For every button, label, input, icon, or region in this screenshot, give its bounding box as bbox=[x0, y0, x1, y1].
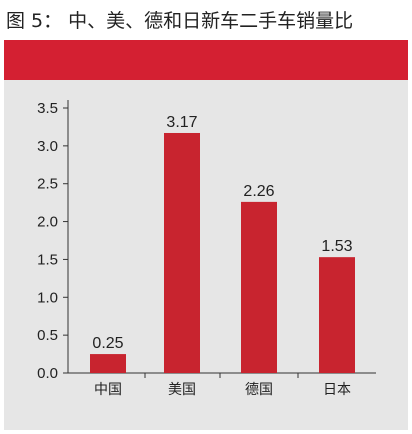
bar-4 bbox=[319, 257, 355, 373]
category-label: 中国 bbox=[94, 382, 122, 398]
category-label: 美国 bbox=[168, 382, 196, 398]
category-label: 日本 bbox=[323, 382, 351, 398]
y-tick-label: 3.0 bbox=[37, 138, 58, 155]
y-tick-label: 2.0 bbox=[37, 214, 58, 231]
y-tick-label: 1.0 bbox=[37, 289, 58, 306]
bar-3 bbox=[241, 201, 277, 373]
y-tick-label: 2.5 bbox=[37, 176, 58, 193]
title-bar: 图 5： 中、美、德和日新车二手车销量比 bbox=[0, 0, 412, 38]
bar-2 bbox=[164, 132, 200, 373]
y-tick-label: 0.5 bbox=[37, 327, 58, 344]
figure-title: 图 5： 中、美、德和日新车二手车销量比 bbox=[6, 10, 354, 32]
bar-1 bbox=[90, 354, 126, 373]
category-label: 德国 bbox=[245, 382, 273, 398]
y-tick-label: 3.5 bbox=[37, 100, 58, 117]
value-label: 2.26 bbox=[243, 183, 274, 200]
header-band bbox=[4, 40, 408, 80]
value-label: 1.53 bbox=[321, 238, 352, 255]
value-label: 0.25 bbox=[92, 335, 123, 352]
y-tick-label: 0.0 bbox=[37, 365, 58, 382]
y-tick-label: 1.5 bbox=[37, 251, 58, 268]
value-label: 3.17 bbox=[166, 114, 197, 131]
